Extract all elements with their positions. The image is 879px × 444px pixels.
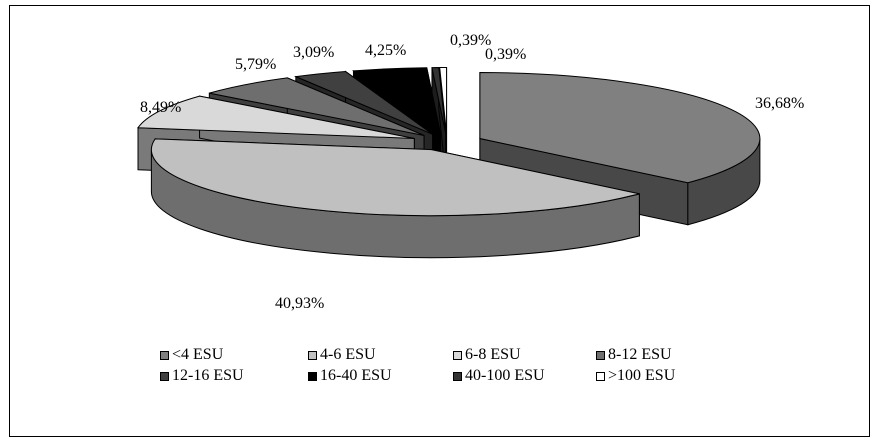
legend-swatch xyxy=(308,371,317,381)
legend-item: 8-12 ESU xyxy=(596,346,736,364)
pie-data-label: 0,39% xyxy=(485,46,526,63)
pie-data-label: 40,93% xyxy=(275,295,324,312)
pie-data-label: 8,49% xyxy=(140,99,181,116)
pie-slice-6 xyxy=(352,67,442,135)
legend-item: 4-6 ESU xyxy=(308,346,453,364)
legend-swatch xyxy=(453,350,462,360)
legend-item: 40-100 ESU xyxy=(453,367,596,385)
legend-label: 16-40 ESU xyxy=(320,367,392,384)
legend-swatch xyxy=(160,371,169,381)
legend-swatch xyxy=(596,371,605,381)
pie-data-label: 3,09% xyxy=(293,44,334,61)
legend-swatch xyxy=(308,350,317,360)
pie-top-faces xyxy=(137,67,761,217)
pie-slice-2 xyxy=(150,138,640,217)
pie-data-label: 5,79% xyxy=(235,56,276,73)
pie-data-label: 4,25% xyxy=(365,42,406,59)
legend: <4 ESU 4-6 ESU 6-8 ESU 8-12 ESU 12-16 ES… xyxy=(160,346,740,385)
pie-slice-3 xyxy=(137,95,415,139)
legend-swatch xyxy=(453,371,462,381)
legend-label: <4 ESU xyxy=(172,346,224,363)
chart-frame: 36,68% 40,93% 8,49% 5,79% 3,09% 4,25% 0,39% 0,3… xyxy=(9,5,870,437)
pie-slice-4 xyxy=(209,77,425,136)
legend-label: 40-100 ESU xyxy=(465,367,545,384)
legend-item: 16-40 ESU xyxy=(308,367,453,385)
legend-label: 8-12 ESU xyxy=(608,346,672,363)
legend-item: <4 ESU xyxy=(160,346,308,364)
pie-slice-7 xyxy=(431,67,447,134)
legend-item: 6-8 ESU xyxy=(453,346,596,364)
pie-slice-8 xyxy=(439,67,448,134)
pie-slice-1 xyxy=(479,72,761,184)
pie-slice-5 xyxy=(293,70,433,135)
legend-label: 4-6 ESU xyxy=(320,346,376,363)
legend-label: >100 ESU xyxy=(608,367,676,384)
legend-label: 6-8 ESU xyxy=(465,346,521,363)
pie-chart: 36,68% 40,93% 8,49% 5,79% 3,09% 4,25% 0,39%0,3… xyxy=(137,32,804,312)
legend-swatch xyxy=(596,350,605,360)
legend-swatch xyxy=(160,350,169,360)
pie-data-label: 0,39% xyxy=(450,32,491,49)
pie-data-labels: 36,68% 40,93% 8,49% 5,79% 3,09% 4,25% 0,39%0,3… xyxy=(140,32,804,312)
legend-label: 12-16 ESU xyxy=(172,367,244,384)
legend-item: 12-16 ESU xyxy=(160,367,308,385)
legend-item: >100 ESU xyxy=(596,367,736,385)
pie-data-label: 36,68% xyxy=(755,95,804,112)
